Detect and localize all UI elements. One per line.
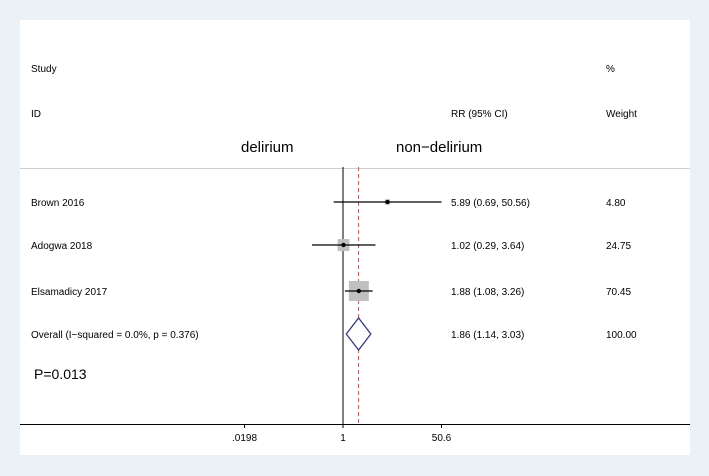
study-weight: 4.80 — [606, 198, 626, 209]
overall-ci-text: 1.86 (1.14, 3.03) — [451, 330, 525, 341]
study-point-estimate — [341, 242, 346, 248]
label-favors-non-delirium: non−delirium — [396, 139, 483, 156]
plot-panel — [20, 20, 690, 455]
overall-diamond — [345, 316, 372, 352]
study-ci-text: 1.88 (1.08, 3.26) — [451, 287, 525, 298]
header-id: ID — [31, 109, 41, 120]
header-rr-ci: RR (95% CI) — [451, 109, 508, 120]
header-study: Study — [31, 64, 57, 75]
study-label: Brown 2016 — [31, 198, 85, 209]
header-weight: Weight — [606, 109, 637, 120]
study-ci-text: 5.89 (0.69, 50.56) — [451, 198, 530, 209]
study-label: Adogwa 2018 — [31, 241, 93, 252]
overall-label: Overall (I−squared = 0.0%, p = 0.376) — [31, 330, 199, 341]
x-tick-label: 50.6 — [432, 433, 452, 444]
study-ci-text: 1.02 (0.29, 3.64) — [451, 241, 525, 252]
header-percent: % — [606, 64, 615, 75]
study-weight: 24.75 — [606, 241, 632, 252]
overall-weight: 100.00 — [606, 330, 637, 341]
x-tick-label: 1 — [340, 433, 346, 444]
study-label: Elsamadicy 2017 — [31, 287, 108, 298]
study-point-estimate — [385, 199, 390, 205]
label-favors-delirium: delirium — [241, 139, 294, 156]
x-tick-label: .0198 — [232, 433, 257, 444]
study-weight: 70.45 — [606, 287, 632, 298]
study-point-estimate — [356, 288, 362, 294]
p-value-annotation: P=0.013 — [34, 366, 87, 382]
